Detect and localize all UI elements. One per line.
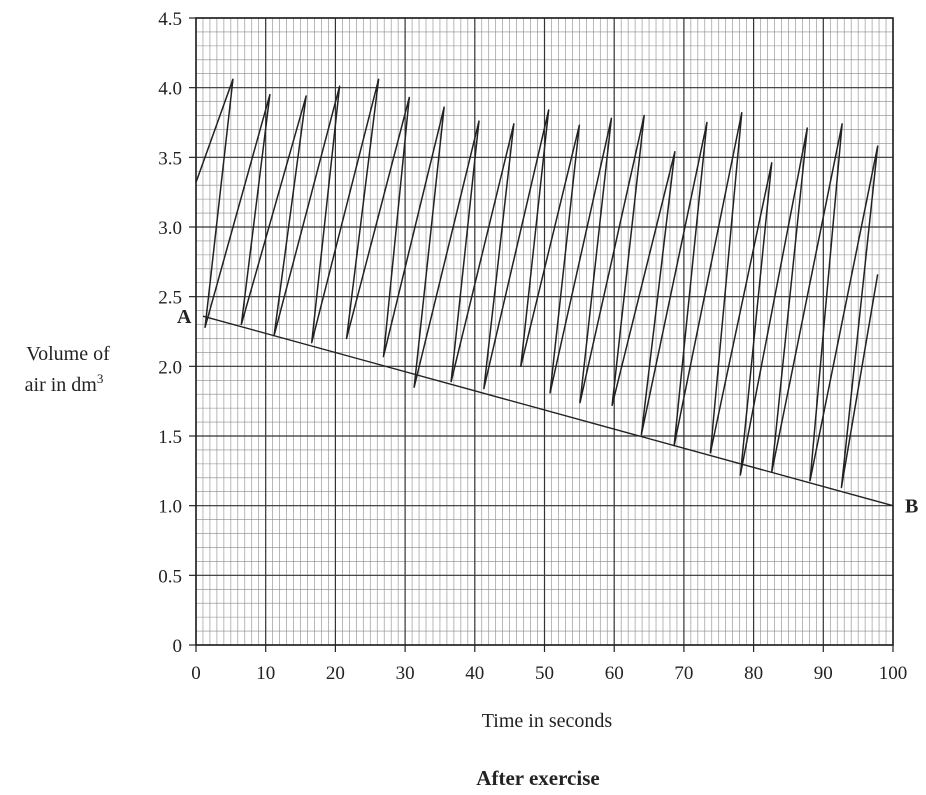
- x-tick-label: 70: [674, 663, 693, 684]
- x-tick-label: 30: [396, 663, 415, 684]
- y-tick-label: 2.0: [158, 357, 182, 378]
- y-tick-label: 0: [173, 636, 183, 657]
- y-tick-label: 3.0: [158, 218, 182, 239]
- y-tick-label: 1.5: [158, 427, 182, 448]
- y-tick-labels: 0 0.5 1.0 1.5 2.0 2.5 3.0 3.5 4.0 4.5: [158, 9, 182, 657]
- x-tick-label: 20: [326, 663, 345, 684]
- x-axis-label: Time in seconds: [482, 710, 613, 732]
- x-tick-label: 10: [256, 663, 275, 684]
- x-tick-label: 90: [814, 663, 833, 684]
- point-label-a: A: [177, 306, 192, 328]
- y-axis-label-line1: Volume of: [26, 343, 110, 365]
- chart-title: After exercise: [476, 766, 599, 790]
- trend-line-ab: [202, 315, 894, 507]
- x-tick-label: 0: [191, 663, 201, 684]
- y-tick-label: 2.5: [158, 288, 182, 309]
- plot-frame: [195, 17, 894, 646]
- y-axis-label-line2: air in dm3: [25, 371, 104, 396]
- x-tick-label: 50: [535, 663, 554, 684]
- y-tick-label: 3.5: [158, 148, 182, 169]
- y-tick-label: 0.5: [158, 566, 182, 587]
- y-axis-label-text: air in dm: [25, 374, 98, 396]
- x-tick-label: 80: [744, 663, 763, 684]
- y-tick-label: 1.0: [158, 497, 182, 518]
- axis-ticks: [189, 17, 894, 652]
- y-tick-label: 4.0: [158, 79, 182, 100]
- y-tick-label: 4.5: [158, 9, 182, 30]
- y-axis-label-superscript: 3: [97, 371, 104, 386]
- x-tick-labels: 0 10 20 30 40 50 60 70 80 90 100: [191, 663, 907, 684]
- series-line-breathing-trace: [195, 78, 879, 489]
- x-tick-label: 60: [605, 663, 624, 684]
- x-tick-label: 40: [465, 663, 484, 684]
- point-label-b: B: [905, 496, 918, 518]
- x-tick-label: 100: [879, 663, 908, 684]
